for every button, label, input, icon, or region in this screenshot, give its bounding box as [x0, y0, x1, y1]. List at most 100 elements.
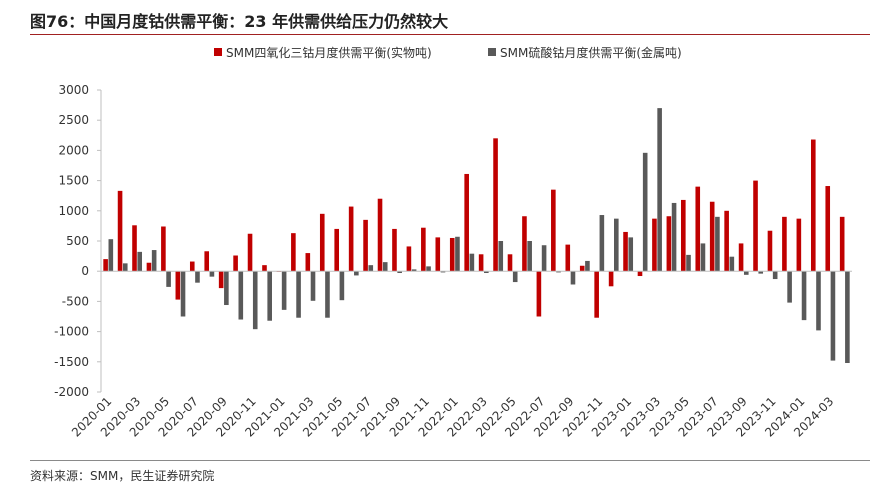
bar-series-2: [671, 202, 677, 272]
bar-series-1: [681, 199, 686, 272]
bar-series-1: [175, 271, 181, 300]
bar-series-2: [614, 218, 619, 272]
bar-series-2: [108, 239, 114, 272]
bar-series-2: [715, 216, 720, 272]
bar-series-1: [652, 218, 657, 272]
bar-series-2: [498, 241, 504, 272]
bar-series-2: [180, 271, 186, 317]
bar-series-1: [666, 216, 672, 272]
bar-series-1: [565, 244, 571, 272]
bar-series-1: [825, 186, 831, 272]
y-tick-label: -1500: [54, 355, 89, 369]
bar-series-1: [363, 219, 368, 272]
bar-series-2: [599, 215, 605, 272]
bar-series-2: [151, 250, 157, 272]
y-tick-label: 3000: [58, 83, 89, 97]
bar-series-1: [551, 189, 556, 272]
bar-series-2: [411, 269, 417, 272]
bar-series-2: [382, 262, 388, 272]
bar-series-2: [209, 271, 215, 277]
bar-series-1: [724, 210, 729, 272]
bar-series-1: [493, 138, 498, 272]
bar-series-2: [339, 271, 345, 301]
source-divider: [30, 460, 870, 461]
y-tick-label: 2500: [58, 113, 89, 127]
y-tick-label: 2000: [58, 143, 89, 157]
bar-series-2: [325, 271, 330, 318]
bar-series-1: [536, 271, 542, 317]
bars: [103, 108, 850, 364]
x-axis: 2020-012020-032020-052020-072020-092020-…: [69, 270, 852, 440]
bar-series-1: [146, 262, 152, 272]
bar-series-1: [392, 228, 397, 272]
bar-series-2: [469, 253, 475, 272]
bar-series-2: [830, 271, 836, 361]
bar-series-2: [440, 271, 446, 273]
bar-series-2: [772, 271, 778, 280]
y-tick-label: -2000: [54, 385, 89, 399]
bar-series-1: [522, 216, 527, 272]
bar-series-1: [478, 254, 484, 272]
bar-series-1: [810, 139, 816, 272]
bar-series-2: [743, 271, 749, 275]
bar-series-1: [608, 271, 614, 287]
bar-series-2: [296, 271, 301, 318]
legend-label-series-1: SMM四氧化三钴月度供需平衡(实物吨): [226, 45, 432, 60]
bar-series-1: [796, 218, 802, 272]
bar-series-2: [354, 271, 359, 276]
bar-series-2: [556, 271, 561, 273]
legend-swatch-series-2: [488, 48, 496, 56]
bar-series-1: [247, 233, 253, 272]
bar-series-1: [579, 265, 585, 272]
bar-series-1: [753, 180, 758, 272]
bar-series-2: [816, 271, 821, 331]
bar-series-1: [435, 237, 441, 272]
bar-series-2: [195, 271, 200, 283]
y-tick-label: 0: [81, 264, 89, 278]
bar-series-2: [512, 271, 518, 283]
bar-series-1: [262, 265, 267, 272]
bar-series-1: [421, 227, 426, 272]
bar-series-1: [161, 226, 166, 272]
y-tick-label: 1500: [58, 174, 89, 188]
source-note: 资料来源：SMM，民生证券研究院: [30, 469, 215, 483]
bar-series-1: [334, 228, 339, 272]
legend: SMM四氧化三钴月度供需平衡(实物吨) SMM硫酸钴月度供需平衡(金属吨): [214, 45, 682, 60]
bar-series-2: [845, 271, 850, 364]
bar-series-2: [585, 260, 590, 272]
title-divider: [30, 34, 870, 35]
bar-series-1: [233, 255, 238, 272]
bar-series-2: [657, 108, 662, 272]
bar-series-2: [122, 263, 128, 272]
y-tick-label: -1000: [54, 325, 89, 339]
bar-series-2: [570, 271, 576, 285]
bar-series-1: [132, 225, 137, 272]
bar-series-1: [738, 243, 744, 272]
bar-series-2: [729, 256, 735, 272]
bar-series-2: [137, 251, 143, 272]
y-tick-label: -500: [62, 294, 89, 308]
bar-series-1: [507, 254, 513, 272]
legend-label-series-2: SMM硫酸钴月度供需平衡(金属吨): [500, 45, 682, 60]
y-tick-label: 1000: [58, 204, 89, 218]
bar-series-1: [377, 198, 383, 272]
bar-series-1: [695, 186, 701, 272]
figure-title: 图76：中国月度钴供需平衡：23 年供需供给压力仍然较大: [30, 12, 449, 31]
bar-series-2: [541, 245, 547, 272]
bar-series-1: [709, 201, 715, 272]
bar-series-2: [368, 265, 374, 272]
bar-series-1: [305, 253, 311, 272]
y-axis: -2000 -1500 -1000 -500 0 500 1000 1500 2000 2500 3…: [54, 83, 102, 399]
bar-series-2: [224, 271, 229, 306]
bar-series-2: [787, 271, 792, 303]
bar-series-2: [426, 266, 431, 272]
bar-series-1: [103, 259, 108, 272]
bar-series-2: [166, 271, 171, 287]
bar-series-1: [637, 271, 643, 277]
bar-series-2: [628, 237, 634, 272]
bar-series-1: [117, 190, 123, 272]
bar-series-2: [484, 271, 489, 274]
bar-series-2: [281, 271, 287, 310]
bar-series-2: [238, 271, 244, 320]
